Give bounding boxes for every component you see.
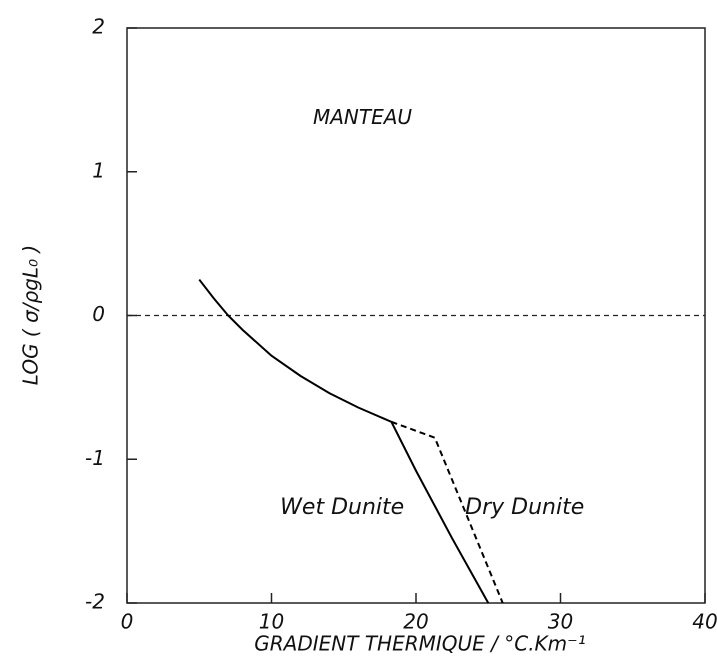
x-axis-label: GRADIENT THERMIQUE / °C.Km⁻¹ [254, 632, 585, 656]
annotation: MANTEAU [313, 105, 412, 129]
x-tick-label: 10 [259, 610, 284, 634]
x-tick-label: 0 [121, 610, 134, 634]
y-tick-label: -1 [85, 446, 105, 470]
y-tick-label: -2 [85, 590, 105, 614]
x-tick-label: 40 [692, 610, 717, 634]
y-tick-label: 0 [92, 302, 105, 326]
x-tick-label: 30 [548, 610, 573, 634]
series-label: Dry Dunite [465, 495, 584, 520]
x-tick-label: 20 [403, 610, 428, 634]
y-tick-label: 1 [92, 158, 105, 182]
y-axis-label: LOG ( σ/ρgL₀ ) [19, 245, 43, 385]
series-label: Wet Dunite [280, 495, 404, 520]
y-tick-label: 2 [92, 15, 105, 39]
series-line [391, 420, 504, 604]
series-line [198, 278, 490, 604]
